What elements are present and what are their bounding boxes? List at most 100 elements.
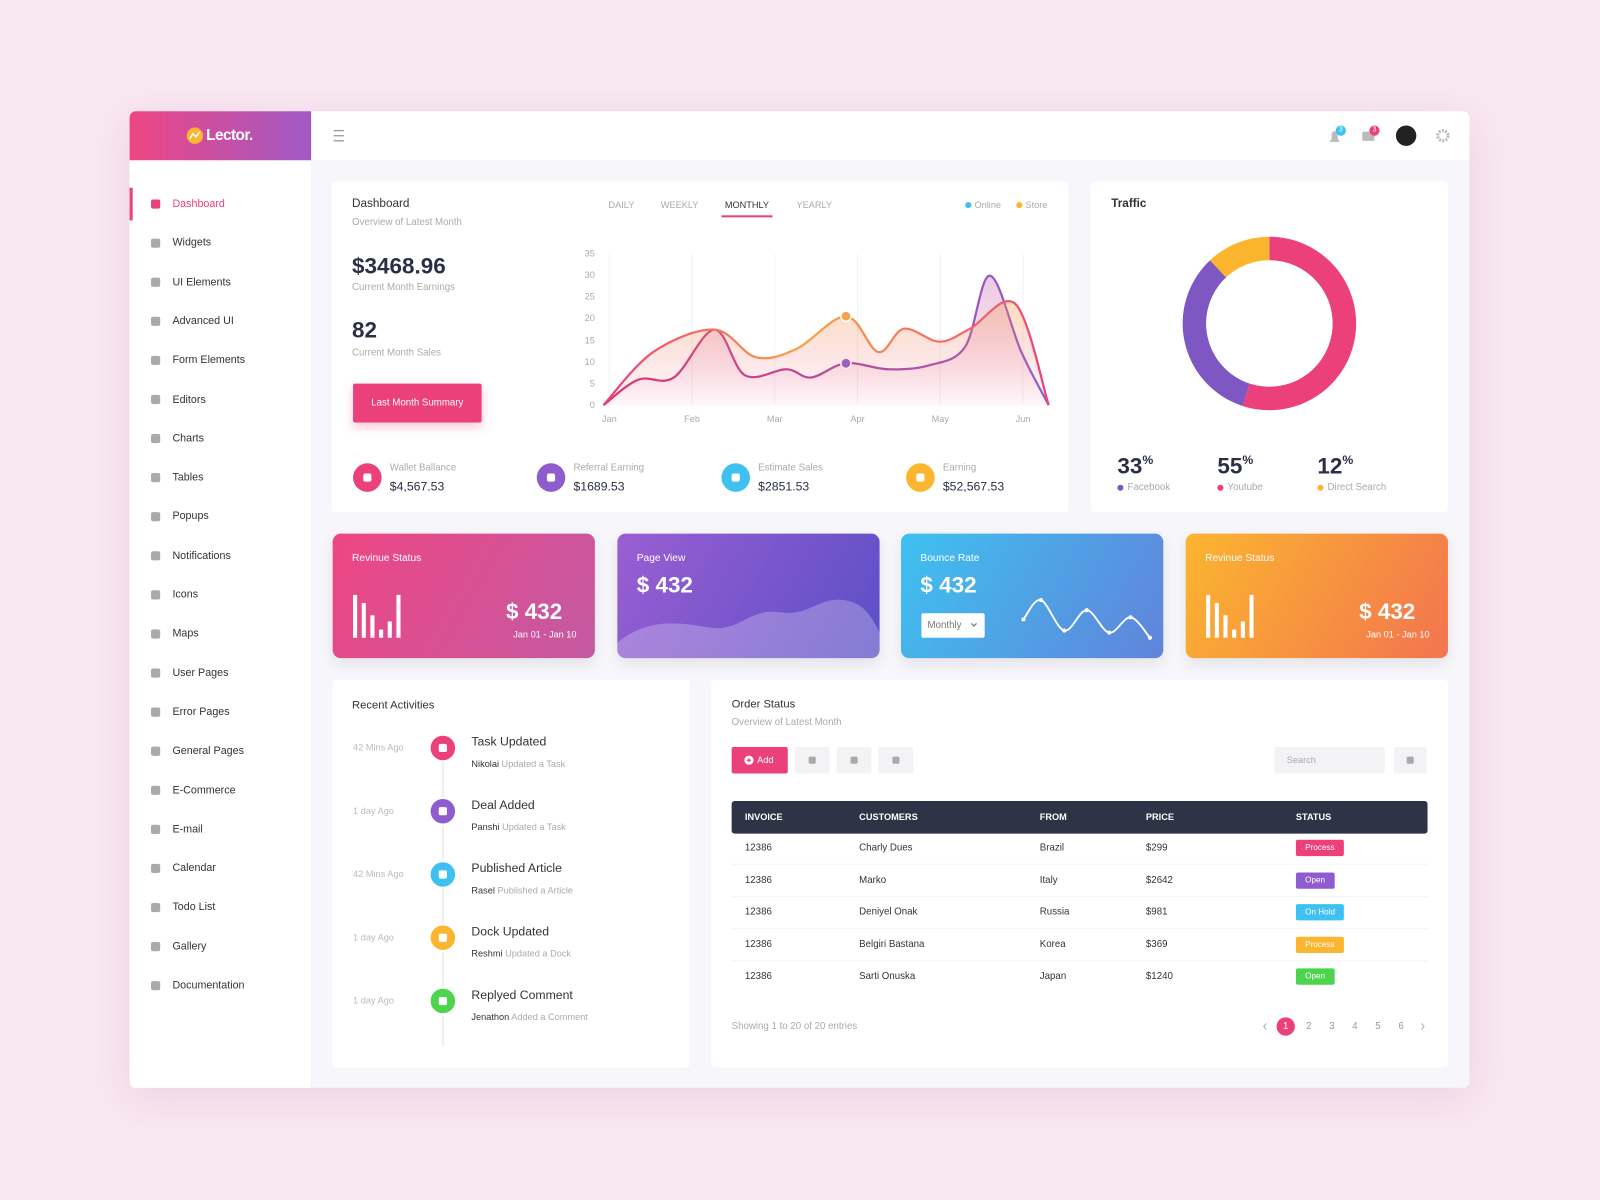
legend-label: Store <box>1025 199 1048 210</box>
decor-bar <box>1206 594 1211 638</box>
status-label: Open <box>1305 874 1326 885</box>
column-header: CUSTOMERS <box>859 811 918 823</box>
y-tick-label: 10 <box>584 356 595 367</box>
table-cell: Russia <box>1039 906 1070 918</box>
card-subtitle: Overview of Latest Month <box>352 216 462 228</box>
activity-user: Reshmi <box>471 948 503 959</box>
activity-time: 1 day Ago <box>353 932 394 943</box>
x-tick-label: Jun <box>1015 413 1031 425</box>
stat-label: Referral Earning <box>573 462 645 474</box>
menu-item[interactable]: User Pages <box>172 666 229 679</box>
menu-item[interactable]: Maps <box>172 627 199 640</box>
search-input[interactable] <box>1274 746 1385 774</box>
page-number[interactable]: 3 <box>1329 1020 1335 1032</box>
card-value: $ 432 <box>920 572 977 598</box>
button[interactable] <box>353 383 482 423</box>
stat-card <box>617 533 880 659</box>
menu-item[interactable]: UI Elements <box>172 275 231 289</box>
add-button[interactable] <box>731 746 788 774</box>
tab[interactable]: WEEKLY <box>660 199 699 210</box>
table-cell: 12386 <box>744 906 772 918</box>
activity-action: Published a Article <box>497 885 574 896</box>
menu-item[interactable]: Documentation <box>172 979 245 992</box>
menu-item[interactable]: General Pages <box>172 744 244 758</box>
table-cell: $981 <box>1145 906 1168 918</box>
page-active <box>1276 1017 1295 1036</box>
status-label: On Hold <box>1305 907 1336 917</box>
status-badge: Process <box>1295 936 1344 953</box>
legend-marker <box>1117 484 1124 491</box>
search-placeholder[interactable]: Search <box>1286 754 1316 765</box>
menu-item[interactable]: Gallery <box>172 940 207 953</box>
stat-value: $2851.53 <box>758 479 810 494</box>
area <box>603 301 1049 406</box>
menu-item[interactable]: Popups <box>172 510 209 523</box>
tab[interactable]: DAILY <box>608 199 635 210</box>
sales-label: Current Month Sales <box>352 347 441 359</box>
menu-item[interactable]: Form Elements <box>172 353 246 367</box>
table-cell: Deniyel Onak <box>859 906 918 918</box>
decor-dot <box>1128 615 1133 620</box>
menu-item[interactable]: E-mail <box>172 822 203 836</box>
traffic-value: 55% <box>1217 453 1253 480</box>
stat-value: $52,567.53 <box>942 479 1005 494</box>
legend-marker <box>1217 484 1224 491</box>
menu-item[interactable]: Widgets <box>172 236 212 249</box>
highlight-point <box>840 310 852 323</box>
tab[interactable]: MONTHLY <box>724 199 770 210</box>
menu-item[interactable]: Editors <box>172 393 206 406</box>
page-number[interactable]: 1 <box>1283 1020 1289 1032</box>
menu-item[interactable]: Icons <box>172 588 199 601</box>
decor-wave <box>617 599 880 659</box>
decor-bar <box>387 621 392 638</box>
legend-marker <box>1016 202 1023 209</box>
menu-icon <box>151 394 161 405</box>
page-number[interactable]: 4 <box>1352 1020 1358 1032</box>
y-tick-label: 0 <box>589 399 595 410</box>
decor-bar <box>1223 615 1228 638</box>
menu-icon <box>151 199 161 209</box>
menu-item[interactable]: Todo List <box>172 901 216 914</box>
menu-item[interactable]: Advanced UI <box>172 314 234 328</box>
y-tick-label: 20 <box>584 313 595 324</box>
menu-item[interactable]: Calendar <box>172 862 216 875</box>
activity-title: Replyed Comment <box>471 987 573 1002</box>
stat-label: Earning <box>942 462 977 474</box>
card-title: Dashboard <box>352 198 410 211</box>
menu-item[interactable]: Dashboard <box>172 197 225 210</box>
activity-detail: Panshi Updated a Task <box>471 822 565 833</box>
decor-bar <box>1240 621 1245 638</box>
activity-detail: Reshmi Updated a Dock <box>471 949 571 960</box>
page-number[interactable]: 6 <box>1398 1020 1404 1032</box>
card-value: $ 432 <box>636 572 693 598</box>
menu-icon <box>151 902 161 913</box>
menu-item[interactable]: Tables <box>172 471 204 484</box>
menu-item[interactable]: Error Pages <box>172 705 230 718</box>
table-cell: Italy <box>1039 874 1058 886</box>
card-range: Jan 01 - Jan 10 <box>513 629 577 640</box>
table-cell: Brazil <box>1039 842 1065 854</box>
x-tick-label: Apr <box>850 413 865 425</box>
activity-glyph <box>438 996 447 1006</box>
tab[interactable]: YEARLY <box>796 199 833 210</box>
page-number[interactable]: 5 <box>1375 1020 1381 1032</box>
table-cell: Marko <box>859 874 887 886</box>
legend-marker <box>965 202 972 209</box>
menu-item[interactable]: Notifications <box>172 549 231 562</box>
settings-icon <box>1436 129 1450 143</box>
card-title: Traffic <box>1111 198 1147 211</box>
stat-icon-glyph <box>546 473 556 482</box>
add-label[interactable]: Add <box>757 754 774 765</box>
legend-label: Online <box>974 199 1002 210</box>
button-label[interactable]: Last Month Summary <box>371 397 464 409</box>
menu-item[interactable]: Charts <box>172 432 205 445</box>
page-number[interactable]: 2 <box>1306 1020 1312 1032</box>
y-tick-label: 30 <box>584 270 595 281</box>
top-bar <box>311 111 1470 161</box>
activity-time: 1 day Ago <box>353 805 394 816</box>
stat-value: $1689.53 <box>573 479 625 494</box>
table-cell: Korea <box>1039 938 1066 950</box>
menu-item[interactable]: E-Commerce <box>172 783 236 797</box>
select-label[interactable]: Monthly <box>927 619 962 631</box>
decor-bar <box>1232 629 1237 638</box>
